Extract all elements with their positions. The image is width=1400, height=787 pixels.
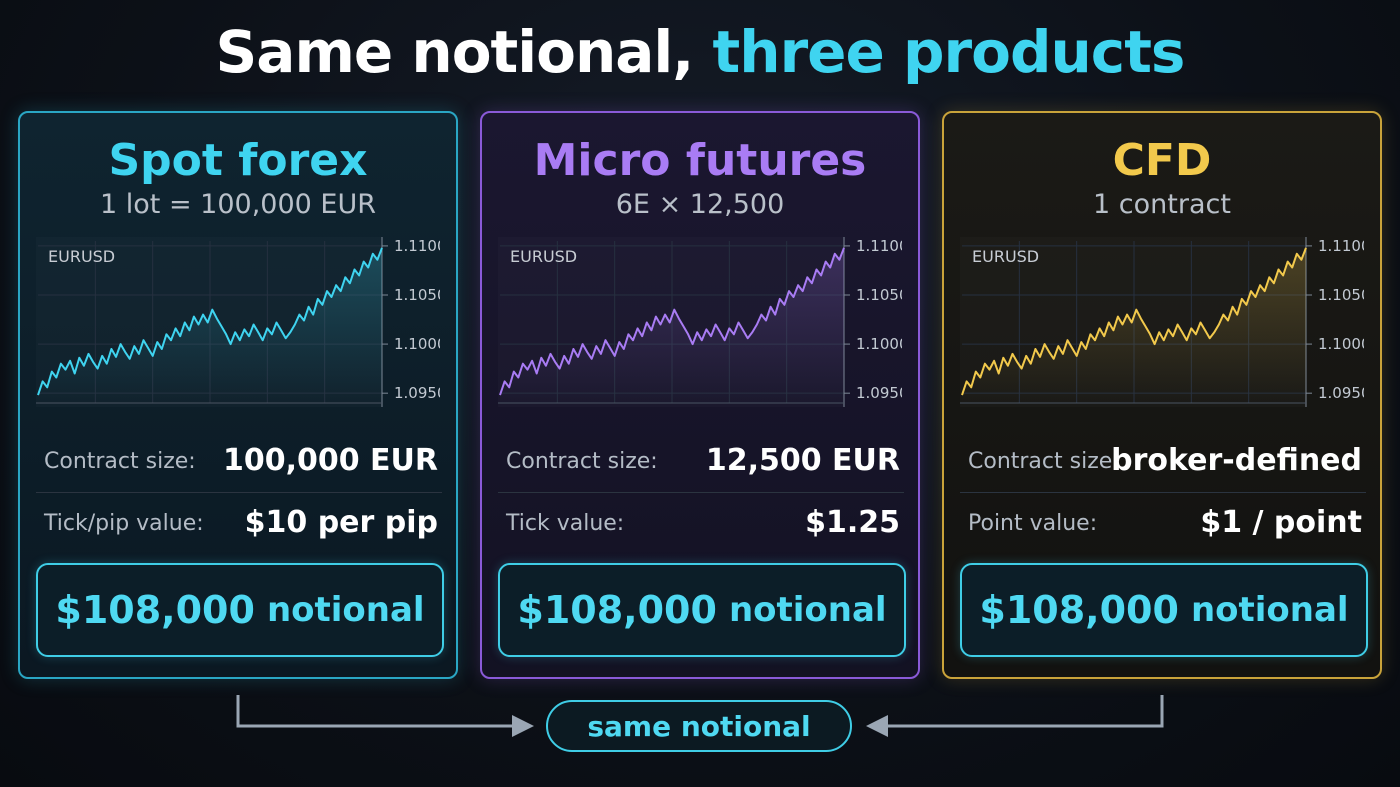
y-tick-label: 1.0950 [856,384,902,402]
notional-word: notional [728,590,887,630]
notional-box: $108,000 notional [960,563,1368,657]
page-title: Same notional, three products [0,18,1400,86]
connector-arrows [236,695,1164,737]
price-chart: 1.1100 1.1050 1.1000 1.0950 EURUSD [36,237,440,407]
notional-word: notional [266,590,425,630]
contract-size-row: Contract size: 100,000 EUR [36,433,442,493]
y-tick-label: 1.1100 [394,237,440,255]
tick-value-value: $1.25 [805,505,900,540]
price-chart: 1.1100 1.1050 1.1000 1.0950 EURUSD [960,237,1364,407]
y-tick-label: 1.1000 [1318,335,1364,353]
tick-value-label: Tick value: [506,511,625,536]
tick-value-label: Tick/pip value: [44,511,204,536]
card-micro-futures: Micro futures 6E × 12,500 1.11001.10501.… [480,111,920,679]
card-spot-forex: Spot forex 1 lot = 100,000 EUR 1.11001.1… [18,111,458,679]
notional-amount: $108,000 [979,588,1179,632]
title-part-2: three products [712,18,1186,86]
right-connector-line [880,695,1164,728]
chart-series-label: EURUSD [972,247,1040,266]
point-value-row: Point value: $1 / point [960,495,1366,555]
card-title: Spot forex [108,135,368,186]
contract-size-value: broker-defined [1111,443,1362,478]
contract-size-label: Contract size: [506,449,658,474]
contract-size-label: Contract size: [968,449,1120,474]
series-line [499,247,845,396]
card-subtitle: 1 contract [1093,189,1231,220]
tick-value-row: Tick value: $1.25 [498,495,904,555]
series-line [961,247,1307,396]
price-chart: 1.1100 1.1050 1.1000 1.0950 EURUSD [498,237,902,407]
chart-series-label: EURUSD [48,247,116,266]
title-part-1: Same notional, [215,18,695,86]
y-tick-label: 1.1000 [394,335,440,353]
price-chart-svg: 1.1100 1.1050 1.1000 1.0950 [36,237,440,407]
card-title: CFD [1112,135,1212,186]
notional-amount: $108,000 [517,588,717,632]
notional-box: $108,000 notional [36,563,444,657]
left-arrow-icon [866,715,888,737]
contract-size-value: 12,500 EUR [705,443,900,478]
notional-box: $108,000 notional [498,563,906,657]
notional-word: notional [1190,590,1349,630]
series-line [37,247,383,396]
contract-size-label: Contract size: [44,449,196,474]
y-tick-label: 1.1050 [1318,286,1364,304]
contract-size-row: Contract size: 12,500 EUR [498,433,904,493]
card-cfd: CFD 1 contract 1.1100 1.1050 1.1000 1.0950 … [942,111,1382,679]
tick-value-row: Tick/pip value: $10 per pip [36,495,442,555]
price-chart-svg: 1.1100 1.1050 1.1000 1.0950 [498,237,902,407]
y-tick-label: 1.1050 [856,286,902,304]
series-area [38,247,382,403]
card-title: Micro futures [533,135,867,186]
series-area [962,247,1306,403]
right-arrow-icon [512,715,534,737]
card-subtitle: 6E × 12,500 [615,189,785,220]
left-connector-line [236,695,520,728]
chart-series-label: EURUSD [510,247,578,266]
point-value-label: Point value: [968,511,1098,536]
y-tick-label: 1.1050 [394,286,440,304]
y-tick-label: 1.0950 [1318,384,1364,402]
notional-amount: $108,000 [55,588,255,632]
y-tick-label: 1.1100 [1318,237,1364,255]
card-subtitle: 1 lot = 100,000 EUR [100,189,376,220]
y-tick-label: 1.1100 [856,237,902,255]
series-area [500,247,844,403]
point-value-value: $1 / point [1200,505,1362,540]
tick-value-value: $10 per pip [244,505,438,540]
y-tick-label: 1.0950 [394,384,440,402]
price-chart-svg: 1.1100 1.1050 1.1000 1.0950 [960,237,1364,407]
same-notional-badge: same notional [546,700,852,752]
contract-size-row: Contract size: broker-defined [960,433,1366,493]
contract-size-value: 100,000 EUR [222,443,438,478]
y-tick-label: 1.1000 [856,335,902,353]
